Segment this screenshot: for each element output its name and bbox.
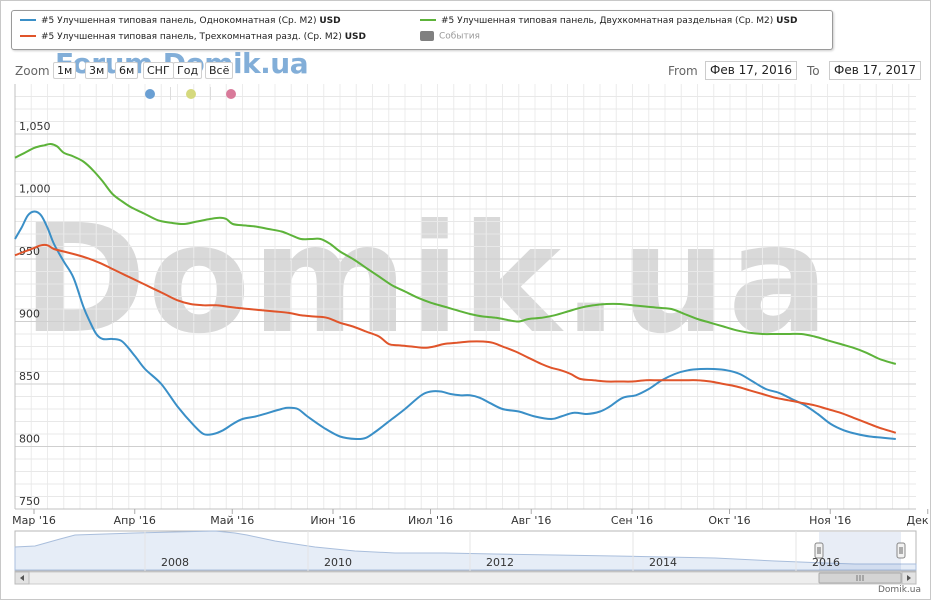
y-tick-label: 850: [19, 370, 40, 383]
x-tick-label: Сен '16: [611, 514, 653, 527]
navigator-year-label: 2008: [161, 556, 189, 569]
legend-item-three-room[interactable]: #5 Улучшенная типовая панель, Трехкомнат…: [20, 32, 366, 42]
navigator-right-handle[interactable]: [896, 542, 906, 559]
navigator-year-label: 2010: [324, 556, 352, 569]
series-line-3: [14, 243, 897, 434]
y-tick-label: 1,050: [19, 120, 51, 133]
legend-swatch-red: [20, 34, 36, 37]
zoom-label: Zoom: [15, 64, 50, 78]
series-line-2: [14, 142, 897, 365]
navigator-year-label: 2016: [812, 556, 840, 569]
domik-watermark: Domik.ua: [22, 193, 831, 367]
x-tick-label: Дек '16: [906, 514, 931, 527]
navigator-selection: [819, 532, 901, 570]
legend-swatch-events: [420, 31, 434, 41]
zoom-year-button[interactable]: Год: [173, 62, 203, 79]
navigator-area: [14, 530, 917, 571]
legend-item-events[interactable]: События: [420, 31, 480, 42]
zoom-ytd-button[interactable]: СНГ: [143, 62, 174, 79]
y-tick-label: 800: [19, 433, 40, 446]
event-separator: [170, 87, 171, 100]
scrollbar-track[interactable]: [14, 571, 917, 585]
x-tick-label: Мар '16: [12, 514, 56, 527]
x-tick-label: Июл '16: [408, 514, 453, 527]
x-tick-label: Апр '16: [114, 514, 156, 527]
y-tick-label: 900: [19, 308, 40, 321]
range-to-label: To: [807, 64, 820, 78]
x-tick-label: Ноя '16: [809, 514, 851, 527]
x-tick-label: Окт '16: [708, 514, 750, 527]
scroll-right-arrow-icon: [907, 575, 911, 581]
zoom-all-button[interactable]: Всё: [205, 62, 234, 79]
zoom-1m-button[interactable]: 1м: [53, 62, 77, 79]
zoom-3m-button[interactable]: 3м: [85, 62, 109, 79]
range-from-input[interactable]: Фев 17, 2016: [705, 61, 798, 80]
navigator-left-handle[interactable]: [814, 542, 824, 559]
range-from-label: From: [668, 64, 698, 78]
event-dot-pink[interactable]: [226, 89, 236, 99]
navigator-year-label: 2014: [649, 556, 677, 569]
legend-swatch-green: [420, 18, 436, 21]
navigator-year-label: 2012: [486, 556, 514, 569]
y-tick-label: 750: [19, 495, 40, 508]
y-tick-label: 1,000: [19, 183, 51, 196]
zoom-6m-button[interactable]: 6м: [115, 62, 139, 79]
event-separator: [210, 87, 211, 100]
event-dot-yellow[interactable]: [186, 89, 196, 99]
x-tick-label: Авг '16: [511, 514, 551, 527]
range-to-input[interactable]: Фев 17, 2017: [829, 61, 922, 80]
chart-legend: #5 Улучшенная типовая панель, Однокомнат…: [11, 10, 833, 50]
credit-link[interactable]: Domik.ua: [878, 585, 921, 595]
legend-swatch-blue: [20, 18, 36, 21]
legend-item-two-room[interactable]: #5 Улучшенная типовая панель, Двухкомнат…: [420, 16, 797, 26]
series-line-1: [14, 210, 896, 441]
x-tick-label: Май '16: [210, 514, 254, 527]
event-dot-blue[interactable]: [145, 89, 155, 99]
legend-item-one-room[interactable]: #5 Улучшенная типовая панель, Однокомнат…: [20, 16, 341, 26]
scroll-left-arrow-icon: [20, 575, 24, 581]
x-tick-label: Июн '16: [310, 514, 355, 527]
